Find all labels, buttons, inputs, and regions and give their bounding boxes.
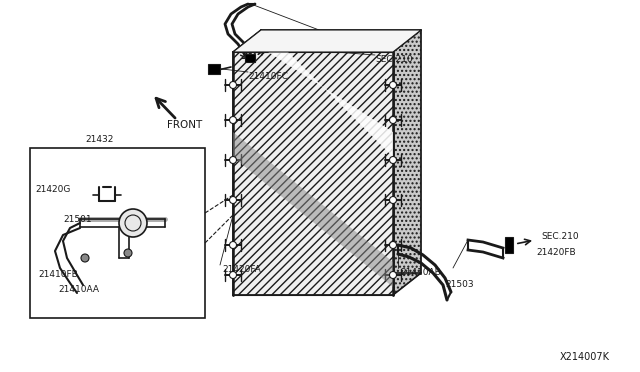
- Text: 21432: 21432: [85, 135, 113, 144]
- Polygon shape: [233, 52, 393, 295]
- Circle shape: [390, 81, 397, 89]
- Text: 21410AB: 21410AB: [400, 268, 441, 277]
- Circle shape: [230, 241, 237, 248]
- Circle shape: [230, 116, 237, 124]
- Bar: [30, 148, 205, 318]
- Circle shape: [390, 157, 397, 164]
- Text: 21420G: 21420G: [35, 185, 70, 194]
- Text: X214007K: X214007K: [560, 352, 610, 362]
- Circle shape: [124, 249, 132, 257]
- Text: 21420FB: 21420FB: [536, 248, 575, 257]
- Circle shape: [390, 241, 397, 248]
- Text: 21410FB: 21410FB: [38, 270, 77, 279]
- Text: SEC.210: SEC.210: [541, 232, 579, 241]
- Bar: [208, 64, 220, 74]
- Text: 21420FA: 21420FA: [222, 265, 260, 274]
- Polygon shape: [233, 30, 421, 52]
- Circle shape: [230, 157, 237, 164]
- Text: 21503: 21503: [445, 280, 474, 289]
- Text: 21410FC: 21410FC: [248, 72, 288, 81]
- Circle shape: [119, 209, 147, 237]
- Text: 21410AA: 21410AA: [58, 285, 99, 294]
- Bar: [245, 54, 255, 62]
- Bar: [505, 237, 513, 253]
- Text: 21501+A: 21501+A: [340, 38, 382, 47]
- Text: SEC.210: SEC.210: [375, 55, 413, 64]
- Polygon shape: [233, 132, 393, 287]
- Circle shape: [230, 81, 237, 89]
- Polygon shape: [393, 30, 421, 295]
- Text: 21501: 21501: [63, 215, 92, 224]
- Circle shape: [230, 272, 237, 279]
- Circle shape: [390, 196, 397, 203]
- Circle shape: [390, 272, 397, 279]
- Polygon shape: [268, 52, 393, 157]
- Text: FRONT: FRONT: [167, 120, 202, 130]
- Circle shape: [390, 116, 397, 124]
- Polygon shape: [233, 30, 261, 295]
- Circle shape: [230, 196, 237, 203]
- Circle shape: [81, 254, 89, 262]
